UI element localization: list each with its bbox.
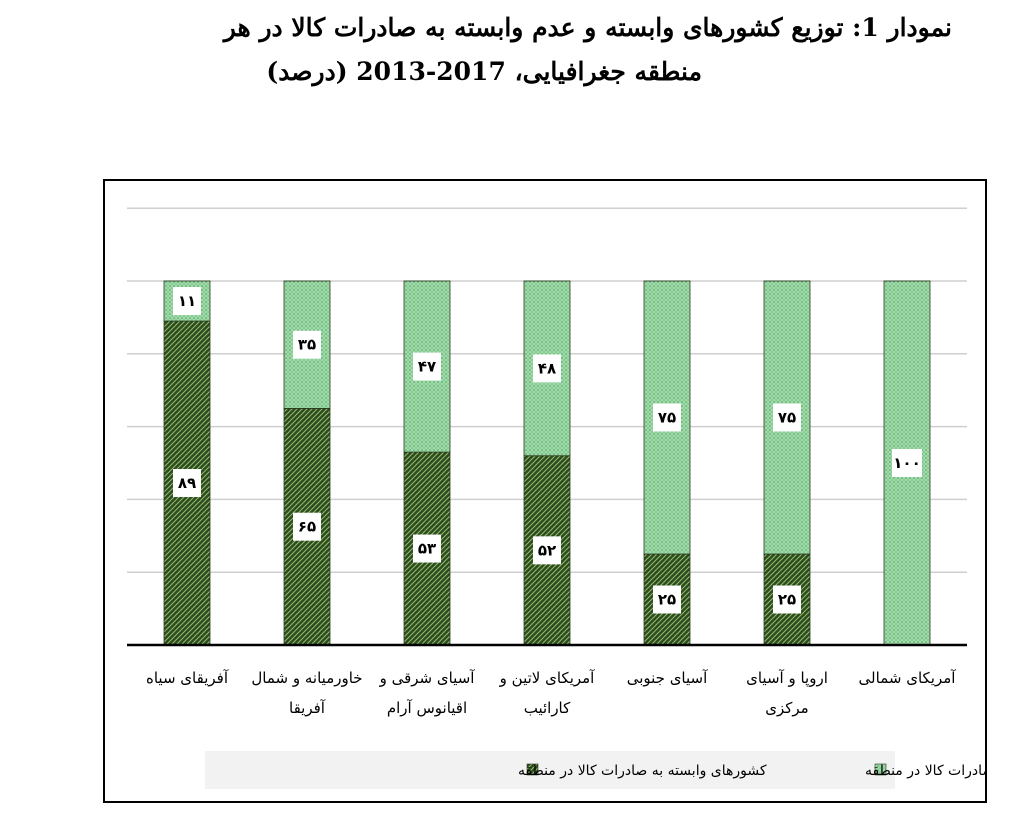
chart-frame: ۸۹۱۱۶۵۳۵۵۳۴۷۵۲۴۸۲۵۷۵۲۵۷۵۰۱۰۰ آفریقای سیا… xyxy=(103,179,987,803)
data-label-box xyxy=(892,449,922,477)
x-tick-label: اقیانوس آرام xyxy=(387,699,467,717)
page-title: نمودار 1: توزیع کشورهای وابسته و عدم واب… xyxy=(52,6,952,94)
data-label-box xyxy=(773,585,801,614)
data-label-box xyxy=(533,354,561,383)
data-label: ۷۵ xyxy=(778,409,796,427)
data-label-box xyxy=(413,534,441,563)
data-label: ۵۲ xyxy=(538,541,556,559)
data-label-box xyxy=(293,512,321,541)
data-label-box xyxy=(173,469,201,498)
data-label: ۱۱ xyxy=(178,292,196,310)
data-label-box xyxy=(413,352,441,381)
title-line-2: منطقه جغرافیایی، 2017-2013 (درصد) xyxy=(266,57,702,86)
x-tick-label: اروپا و آسیای xyxy=(746,669,828,688)
data-label-box xyxy=(653,585,681,614)
legend-entry: کشورهای وابسته به صادرات کالا در منطقه xyxy=(518,763,767,779)
x-tick-label: کارائیب xyxy=(524,699,571,717)
x-tick-label: مرکزی xyxy=(765,699,808,717)
bars: ۸۹۱۱۶۵۳۵۵۳۴۷۵۲۴۸۲۵۷۵۲۵۷۵۰۱۰۰ xyxy=(163,280,931,652)
data-label-box xyxy=(293,330,321,359)
x-tick-label: خاورمیانه و شمال xyxy=(251,669,362,687)
x-tick-label: آسیای جنوبی xyxy=(627,669,708,687)
x-tick-label: آفریقای سیاه xyxy=(146,669,229,687)
x-tick-label: آفریقا xyxy=(289,699,326,717)
data-label: ۷۵ xyxy=(658,409,676,427)
data-label-box xyxy=(773,403,801,432)
legend-swatch xyxy=(874,763,887,776)
bar-segment xyxy=(403,280,451,453)
legend-background xyxy=(205,751,895,789)
data-label-box xyxy=(653,403,681,432)
x-tick-label: آمریکای لاتین و xyxy=(499,669,596,687)
data-label-box xyxy=(533,536,561,565)
legend-swatch xyxy=(526,763,539,776)
data-label: ۲۵ xyxy=(658,591,676,609)
legend: کشورهای ناوابسته به صادرات کالا در منطقه… xyxy=(205,751,985,789)
x-tick-label: آمریکای شمالی xyxy=(859,669,957,687)
data-label: ۳۵ xyxy=(298,336,316,354)
data-label: ۱۰۰ xyxy=(893,454,920,472)
legend-entry: کشورهای ناوابسته به صادرات کالا در منطقه xyxy=(865,763,985,779)
stacked-bar-chart: ۸۹۱۱۶۵۳۵۵۳۴۷۵۲۴۸۲۵۷۵۲۵۷۵۰۱۰۰ آفریقای سیا… xyxy=(127,207,985,789)
data-label: ۵۳ xyxy=(418,540,436,558)
data-label: ۲۵ xyxy=(778,591,796,609)
data-label: ۶۵ xyxy=(298,518,316,536)
data-label: ۴۷ xyxy=(418,358,436,376)
x-tick-label: آسیای شرقی و xyxy=(379,669,476,687)
x-axis: آفریقای سیاه خاورمیانه و شمال آفریقا آسیای … xyxy=(127,643,967,717)
data-label: ۸۹ xyxy=(178,474,196,492)
title-line-1: نمودار 1: توزیع کشورهای وابسته و عدم واب… xyxy=(223,13,952,42)
data-label-box xyxy=(173,287,201,316)
data-label: ۴۸ xyxy=(538,359,556,377)
